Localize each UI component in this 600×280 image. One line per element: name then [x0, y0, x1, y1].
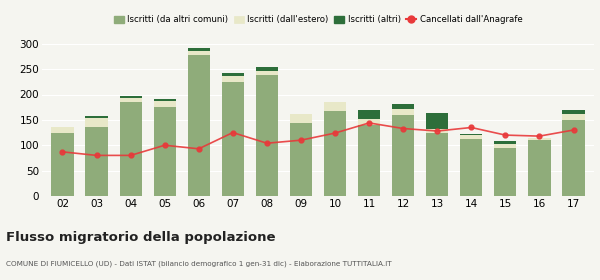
Bar [494, 144, 517, 148]
Bar [562, 114, 584, 120]
Bar [222, 76, 244, 82]
Bar [154, 99, 176, 101]
Bar [426, 132, 448, 196]
Bar [154, 101, 176, 107]
Bar [324, 102, 346, 111]
Bar [222, 82, 244, 196]
Bar [529, 138, 551, 140]
Bar [256, 67, 278, 71]
Bar [358, 110, 380, 119]
Bar [426, 129, 448, 132]
Bar [460, 135, 482, 139]
Bar [119, 102, 142, 196]
Bar [256, 71, 278, 75]
Bar [562, 120, 584, 196]
Legend: Iscritti (da altri comuni), Iscritti (dall'estero), Iscritti (altri), Cancellati: Iscritti (da altri comuni), Iscritti (da… [112, 14, 524, 26]
Bar [52, 132, 74, 196]
Bar [494, 148, 517, 196]
Text: Flusso migratorio della popolazione: Flusso migratorio della popolazione [6, 231, 275, 244]
Bar [222, 73, 244, 76]
Bar [460, 134, 482, 135]
Bar [119, 95, 142, 98]
Bar [562, 110, 584, 114]
Bar [494, 141, 517, 144]
Bar [392, 109, 414, 115]
Bar [358, 125, 380, 196]
Bar [52, 127, 74, 132]
Bar [290, 123, 312, 196]
Bar [154, 107, 176, 196]
Bar [119, 98, 142, 102]
Bar [460, 139, 482, 196]
Bar [188, 51, 210, 55]
Bar [85, 127, 107, 196]
Bar [290, 114, 312, 123]
Bar [85, 116, 107, 118]
Bar [188, 55, 210, 196]
Bar [358, 119, 380, 125]
Bar [392, 115, 414, 196]
Bar [85, 118, 107, 127]
Bar [426, 113, 448, 129]
Bar [324, 111, 346, 196]
Bar [529, 140, 551, 196]
Bar [392, 104, 414, 109]
Text: COMUNE DI FIUMICELLO (UD) - Dati ISTAT (bilancio demografico 1 gen-31 dic) - Ela: COMUNE DI FIUMICELLO (UD) - Dati ISTAT (… [6, 260, 392, 267]
Bar [188, 48, 210, 51]
Bar [256, 75, 278, 196]
